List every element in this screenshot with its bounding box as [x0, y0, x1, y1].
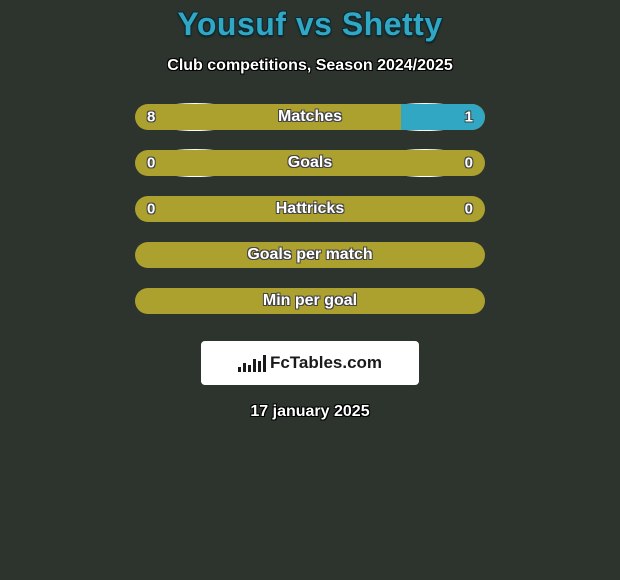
stat-row: Min per goal — [135, 287, 485, 315]
stat-row: Goals0 0 — [135, 149, 485, 177]
stat-label: Goals per match — [135, 246, 485, 264]
footer-date: 17 january 2025 — [250, 403, 369, 421]
stat-row: Hattricks0 0 — [135, 195, 485, 223]
stat-row: Matches8 1 — [135, 103, 485, 131]
stat-label: Min per goal — [135, 292, 485, 310]
stat-bar: Goals per match — [135, 242, 485, 268]
comparison-infographic: Yousuf vs Shetty Club competitions, Seas… — [0, 0, 620, 421]
stat-value-left: 8 — [147, 109, 155, 126]
stat-label: Goals — [135, 154, 485, 172]
stat-bar: Matches8 1 — [135, 104, 485, 130]
stat-value-left: 0 — [147, 155, 155, 172]
stat-bar: Min per goal — [135, 288, 485, 314]
page-subtitle: Club competitions, Season 2024/2025 — [167, 57, 452, 75]
stat-value-left: 0 — [147, 201, 155, 218]
bar-chart-icon — [238, 354, 266, 372]
page-title: Yousuf vs Shetty — [177, 6, 442, 43]
stat-bar: Hattricks0 0 — [135, 196, 485, 222]
attribution-text: FcTables.com — [270, 353, 382, 373]
stat-bar: Goals0 0 — [135, 150, 485, 176]
stat-row: Goals per match — [135, 241, 485, 269]
stat-value-right: 0 — [465, 155, 473, 172]
stat-label: Matches — [135, 108, 485, 126]
stat-label: Hattricks — [135, 200, 485, 218]
stat-value-right: 1 — [465, 109, 473, 126]
stat-value-right: 0 — [465, 201, 473, 218]
attribution-badge: FcTables.com — [201, 341, 419, 385]
stats-list: Matches81Goals00Hattricks00Goals per mat… — [135, 103, 485, 333]
